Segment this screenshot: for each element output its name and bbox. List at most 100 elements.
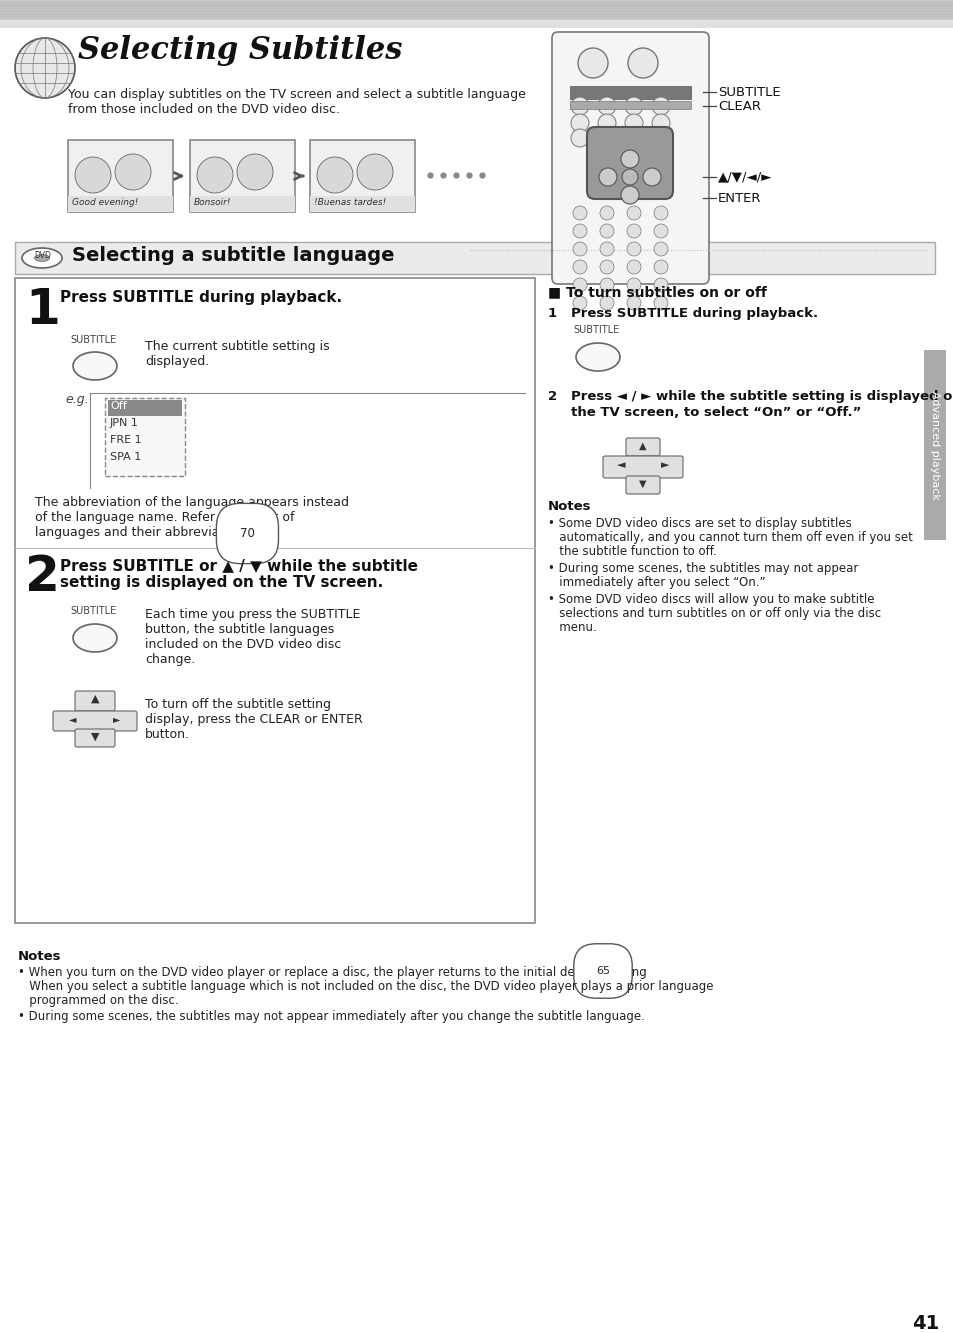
Circle shape [573, 224, 586, 239]
Circle shape [651, 97, 669, 115]
Text: • During some scenes, the subtitles may not appear: • During some scenes, the subtitles may … [547, 563, 858, 575]
Circle shape [642, 168, 660, 187]
Circle shape [624, 97, 642, 115]
Text: languages and their abbreviations.: languages and their abbreviations. [35, 527, 253, 539]
Circle shape [573, 260, 586, 275]
Circle shape [654, 243, 667, 256]
Circle shape [573, 207, 586, 220]
FancyBboxPatch shape [586, 127, 672, 199]
Circle shape [578, 48, 607, 79]
Circle shape [624, 129, 642, 147]
Text: JPN 1: JPN 1 [110, 419, 139, 428]
FancyBboxPatch shape [75, 729, 115, 746]
Text: 2: 2 [25, 553, 60, 601]
Text: 2   Press ◄ / ► while the subtitle setting is displayed on: 2 Press ◄ / ► while the subtitle setting… [547, 391, 953, 403]
Text: Press SUBTITLE or ▲ / ▼ while the subtitle: Press SUBTITLE or ▲ / ▼ while the subtit… [60, 559, 417, 573]
Text: Off: Off [110, 401, 127, 411]
Text: ■ To turn subtitles on or off: ■ To turn subtitles on or off [547, 285, 766, 299]
Text: 41: 41 [911, 1314, 939, 1333]
Circle shape [626, 243, 640, 256]
Circle shape [654, 260, 667, 275]
Bar [15, 279, 535, 922]
Circle shape [599, 243, 614, 256]
Ellipse shape [73, 352, 117, 380]
Circle shape [571, 129, 588, 147]
Text: 70: 70 [240, 527, 254, 540]
Bar [0, 0, 953, 20]
Text: ▲: ▲ [639, 441, 646, 451]
Text: Selecting a subtitle language: Selecting a subtitle language [71, 247, 395, 265]
Circle shape [654, 296, 667, 311]
Circle shape [654, 224, 667, 239]
Circle shape [598, 129, 616, 147]
Circle shape [620, 187, 639, 204]
Bar [68, 196, 172, 212]
Ellipse shape [73, 624, 117, 652]
Text: • During some scenes, the subtitles may not appear immediately after you change : • During some scenes, the subtitles may … [18, 1010, 644, 1022]
FancyBboxPatch shape [625, 476, 659, 495]
Text: Notes: Notes [18, 950, 61, 962]
Text: included on the DVD video disc: included on the DVD video disc [145, 639, 341, 651]
Bar [190, 140, 294, 212]
Text: Good evening!: Good evening! [71, 199, 138, 207]
Text: The abbreviation of the language appears instead: The abbreviation of the language appears… [35, 496, 349, 509]
Text: Advanced playback: Advanced playback [929, 391, 939, 500]
Bar [108, 400, 182, 416]
Text: DVD: DVD [34, 251, 51, 260]
Text: button, the subtitle languages: button, the subtitle languages [145, 623, 334, 636]
Circle shape [599, 224, 614, 239]
Circle shape [598, 168, 617, 187]
Circle shape [236, 155, 273, 191]
Circle shape [654, 279, 667, 292]
Text: ►: ► [660, 460, 669, 471]
Ellipse shape [22, 248, 62, 268]
Text: of the language name. Refer to the list of: of the language name. Refer to the list … [35, 511, 294, 524]
Text: SUBTITLE: SUBTITLE [573, 325, 618, 335]
Circle shape [571, 97, 588, 115]
Bar [68, 140, 172, 212]
Text: ►: ► [113, 714, 121, 724]
Circle shape [620, 151, 639, 168]
Bar [310, 196, 415, 212]
Text: FRE 1: FRE 1 [110, 435, 141, 445]
Text: ◄: ◄ [616, 460, 624, 471]
Text: ◄: ◄ [70, 714, 76, 724]
Text: Selecting Subtitles: Selecting Subtitles [78, 35, 402, 65]
Bar [310, 140, 415, 212]
Text: You can display subtitles on the TV screen and select a subtitle language: You can display subtitles on the TV scre… [68, 88, 525, 101]
Text: selections and turn subtitles on or off only via the disc: selections and turn subtitles on or off … [547, 607, 881, 620]
Circle shape [598, 115, 616, 132]
Bar [0, 20, 953, 28]
Circle shape [599, 207, 614, 220]
Text: CLEAR: CLEAR [718, 100, 760, 112]
FancyBboxPatch shape [53, 710, 137, 730]
Text: Each time you press the SUBTITLE: Each time you press the SUBTITLE [145, 608, 360, 621]
Text: • Some DVD video discs will allow you to make subtitle: • Some DVD video discs will allow you to… [547, 593, 874, 607]
Text: • When you turn on the DVD video player or replace a disc, the player returns to: • When you turn on the DVD video player … [18, 966, 646, 978]
Text: 65: 65 [596, 966, 609, 976]
Circle shape [654, 207, 667, 220]
Circle shape [356, 155, 393, 191]
Text: e.g.: e.g. [65, 393, 89, 407]
Text: immediately after you select “On.”: immediately after you select “On.” [547, 576, 765, 589]
Circle shape [626, 224, 640, 239]
Text: button.: button. [145, 728, 190, 741]
Text: 1   Press SUBTITLE during playback.: 1 Press SUBTITLE during playback. [547, 307, 818, 320]
Text: SPA 1: SPA 1 [110, 452, 141, 463]
Text: SUBTITLE: SUBTITLE [70, 607, 116, 616]
Circle shape [15, 39, 75, 99]
Text: the subtitle function to off.: the subtitle function to off. [547, 545, 716, 559]
Circle shape [75, 157, 111, 193]
FancyBboxPatch shape [625, 439, 659, 456]
Bar [569, 87, 690, 99]
Text: Press SUBTITLE during playback.: Press SUBTITLE during playback. [60, 291, 342, 305]
Ellipse shape [576, 343, 619, 371]
Text: menu.: menu. [547, 621, 597, 635]
FancyBboxPatch shape [602, 456, 682, 479]
Circle shape [316, 157, 353, 193]
Bar [105, 399, 185, 476]
Circle shape [573, 243, 586, 256]
Text: !Buenas tardes!: !Buenas tardes! [314, 199, 386, 207]
Text: from those included on the DVD video disc.: from those included on the DVD video dis… [68, 103, 339, 116]
Circle shape [651, 129, 669, 147]
